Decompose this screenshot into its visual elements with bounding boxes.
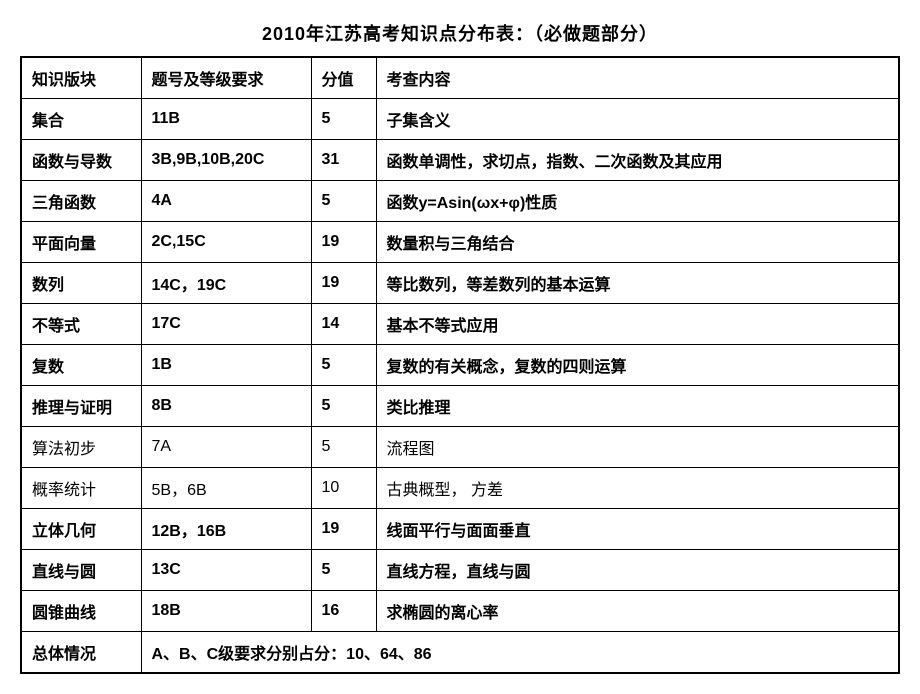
cell-score: 5 [311,99,376,140]
cell-knowledge-block: 不等式 [21,304,141,345]
cell-content: 类比推理 [376,386,899,427]
cell-knowledge-block: 圆锥曲线 [21,591,141,632]
cell-knowledge-block: 函数与导数 [21,140,141,181]
cell-question-level: 13C [141,550,311,591]
cell-score: 5 [311,386,376,427]
cell-score: 19 [311,222,376,263]
cell-content: 等比数列，等差数列的基本运算 [376,263,899,304]
cell-content: 子集含义 [376,99,899,140]
cell-knowledge-block: 直线与圆 [21,550,141,591]
cell-score: 14 [311,304,376,345]
cell-question-level: 1B [141,345,311,386]
page-title: 2010年江苏高考知识点分布表：（必做题部分） [20,20,900,46]
header-knowledge-block: 知识版块 [21,57,141,99]
cell-knowledge-block: 数列 [21,263,141,304]
cell-knowledge-block: 推理与证明 [21,386,141,427]
header-score: 分值 [311,57,376,99]
table-row: 集合11B5子集含义 [21,99,899,140]
cell-score: 19 [311,509,376,550]
cell-knowledge-block: 集合 [21,99,141,140]
table-row: 算法初步7A5流程图 [21,427,899,468]
table-row: 数列14C，19C19等比数列，等差数列的基本运算 [21,263,899,304]
cell-knowledge-block: 算法初步 [21,427,141,468]
cell-content: 函数单调性，求切点，指数、二次函数及其应用 [376,140,899,181]
cell-question-level: 3B,9B,10B,20C [141,140,311,181]
table-footer-row: 总体情况 A、B、C级要求分别占分：10、64、86 [21,632,899,674]
table-row: 推理与证明8B5类比推理 [21,386,899,427]
cell-score: 5 [311,427,376,468]
cell-score: 16 [311,591,376,632]
cell-question-level: 5B，6B [141,468,311,509]
cell-knowledge-block: 平面向量 [21,222,141,263]
cell-score: 5 [311,550,376,591]
table-row: 直线与圆13C5直线方程，直线与圆 [21,550,899,591]
table-row: 三角函数4A5函数y=Asin(ωx+φ)性质 [21,181,899,222]
cell-knowledge-block: 立体几何 [21,509,141,550]
cell-content: 数量积与三角结合 [376,222,899,263]
cell-knowledge-block: 复数 [21,345,141,386]
table-row: 平面向量2C,15C19数量积与三角结合 [21,222,899,263]
table-body: 集合11B5子集含义函数与导数3B,9B,10B,20C31函数单调性，求切点，… [21,99,899,632]
table-row: 复数1B5复数的有关概念，复数的四则运算 [21,345,899,386]
table-row: 立体几何12B，16B19线面平行与面面垂直 [21,509,899,550]
footer-label: 总体情况 [21,632,141,674]
cell-question-level: 17C [141,304,311,345]
table-row: 圆锥曲线18B16求椭圆的离心率 [21,591,899,632]
cell-score: 19 [311,263,376,304]
cell-question-level: 18B [141,591,311,632]
cell-score: 31 [311,140,376,181]
cell-content: 直线方程，直线与圆 [376,550,899,591]
table-row: 概率统计5B，6B10古典概型， 方差 [21,468,899,509]
footer-content: A、B、C级要求分别占分：10、64、86 [141,632,899,674]
cell-question-level: 14C，19C [141,263,311,304]
cell-question-level: 11B [141,99,311,140]
cell-question-level: 12B，16B [141,509,311,550]
header-question-level: 题号及等级要求 [141,57,311,99]
cell-score: 5 [311,345,376,386]
cell-knowledge-block: 三角函数 [21,181,141,222]
cell-question-level: 7A [141,427,311,468]
cell-content: 求椭圆的离心率 [376,591,899,632]
cell-content: 复数的有关概念，复数的四则运算 [376,345,899,386]
knowledge-distribution-table: 知识版块 题号及等级要求 分值 考查内容 集合11B5子集含义函数与导数3B,9… [20,56,900,674]
table-header-row: 知识版块 题号及等级要求 分值 考查内容 [21,57,899,99]
cell-knowledge-block: 概率统计 [21,468,141,509]
cell-content: 古典概型， 方差 [376,468,899,509]
table-row: 不等式17C14基本不等式应用 [21,304,899,345]
cell-content: 基本不等式应用 [376,304,899,345]
cell-score: 5 [311,181,376,222]
cell-question-level: 8B [141,386,311,427]
cell-question-level: 4A [141,181,311,222]
table-row: 函数与导数3B,9B,10B,20C31函数单调性，求切点，指数、二次函数及其应… [21,140,899,181]
cell-question-level: 2C,15C [141,222,311,263]
cell-content: 流程图 [376,427,899,468]
cell-score: 10 [311,468,376,509]
cell-content: 函数y=Asin(ωx+φ)性质 [376,181,899,222]
header-content: 考查内容 [376,57,899,99]
cell-content: 线面平行与面面垂直 [376,509,899,550]
